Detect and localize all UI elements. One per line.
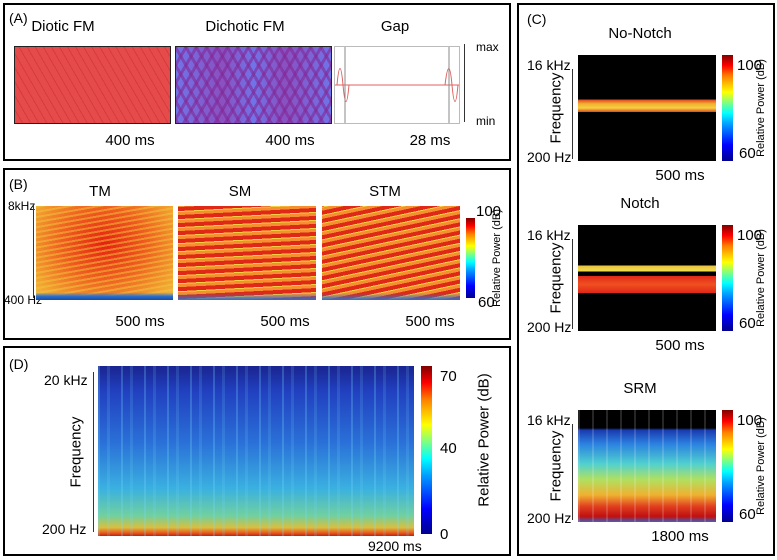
axis-label: Frequency [547, 242, 565, 314]
diotic-fm-waveform [14, 46, 171, 124]
freq-label: 400 Hz [4, 293, 43, 307]
sm-spectrogram [178, 206, 316, 300]
scale-label: min [476, 114, 496, 128]
gap-trace [335, 47, 459, 123]
colorbar-tick: 60 [478, 294, 495, 311]
colorbar [421, 366, 432, 534]
colorbar-tick: 40 [440, 440, 457, 457]
colorbar-label: Relative Power (dB) [755, 229, 767, 327]
colorbar-tick: 60 [739, 315, 756, 332]
freq-axis [572, 424, 573, 520]
panel-b [3, 168, 511, 340]
colorbar-label: Relative Power (dB) [475, 373, 493, 507]
panel-label: (D) [9, 356, 29, 372]
stm-spectrogram [322, 206, 460, 300]
axis-label: Frequency [67, 416, 85, 488]
freq-label: 20 kHz [44, 372, 88, 388]
spectrogram [578, 225, 716, 331]
scale-line [464, 44, 465, 122]
freq-label: 200 Hz [527, 149, 572, 165]
panel-d [3, 346, 511, 556]
colorbar-tick: 100 [737, 227, 763, 244]
panel-label: (A) [9, 10, 28, 26]
colorbar-label: Relative Power (dB) [755, 417, 767, 515]
colorbar-tick: 100 [737, 412, 763, 429]
panel-label: (C) [527, 11, 547, 27]
duration: 9200 ms [368, 538, 422, 554]
freq-label: 200 Hz [527, 319, 572, 335]
panel-a [3, 3, 511, 161]
duration: 400 ms [105, 132, 155, 149]
tm-spectrogram [36, 206, 173, 300]
freq-label: 16 kHz [527, 412, 571, 428]
freq-axis [93, 372, 94, 532]
stimulus-title: STM [369, 183, 401, 200]
stimulus-title: Diotic FM [31, 18, 95, 35]
panel-c [517, 3, 775, 556]
speech-spectrogram [98, 366, 414, 536]
stimulus-title: No-Notch [608, 25, 672, 42]
duration: 400 ms [265, 132, 315, 149]
scale-label: max [476, 40, 499, 54]
duration: 500 ms [115, 313, 165, 330]
stimulus-title: Dichotic FM [205, 18, 285, 35]
colorbar-label: Relative Power (dB) [491, 209, 503, 307]
freq-label: 200 Hz [527, 510, 572, 526]
duration: 500 ms [655, 337, 705, 354]
duration: 500 ms [405, 313, 455, 330]
stimulus-title: Gap [380, 18, 410, 35]
freq-label: 16 kHz [527, 57, 571, 73]
freq-label: 200 Hz [42, 521, 87, 537]
freq-axis [572, 69, 573, 159]
colorbar [722, 410, 733, 522]
panel-label: (B) [9, 176, 28, 192]
colorbar-tick: 100 [737, 57, 763, 74]
duration: 500 ms [260, 313, 310, 330]
freq-label: 16 kHz [527, 227, 571, 243]
gap-waveform [334, 46, 460, 124]
colorbar-label: Relative Power (dB) [755, 59, 767, 157]
stimulus-title: Notch [620, 195, 660, 212]
duration: 500 ms [655, 167, 705, 184]
dichotic-fm-waveform [175, 46, 332, 124]
axis-label: Frequency [547, 72, 565, 144]
freq-label: 8kHz [8, 199, 36, 213]
colorbar-tick: 60 [739, 145, 756, 162]
freq-axis [33, 204, 34, 298]
colorbar-tick: 70 [440, 368, 457, 385]
duration: 28 ms [409, 132, 451, 149]
axis-label: Frequency [547, 430, 565, 502]
stimulus-title: TM [89, 183, 111, 200]
duration: 1800 ms [651, 528, 709, 545]
colorbar-tick: 0 [440, 526, 449, 543]
colorbar-tick: 100 [476, 203, 502, 220]
colorbar [722, 55, 733, 161]
freq-axis [572, 239, 573, 329]
colorbar [722, 225, 733, 331]
stimulus-title: SM [228, 183, 252, 200]
spectrogram [578, 55, 716, 161]
spectrogram [578, 410, 716, 522]
colorbar-tick: 60 [739, 506, 756, 523]
stimulus-title: SRM [623, 380, 657, 397]
colorbar [466, 218, 475, 298]
